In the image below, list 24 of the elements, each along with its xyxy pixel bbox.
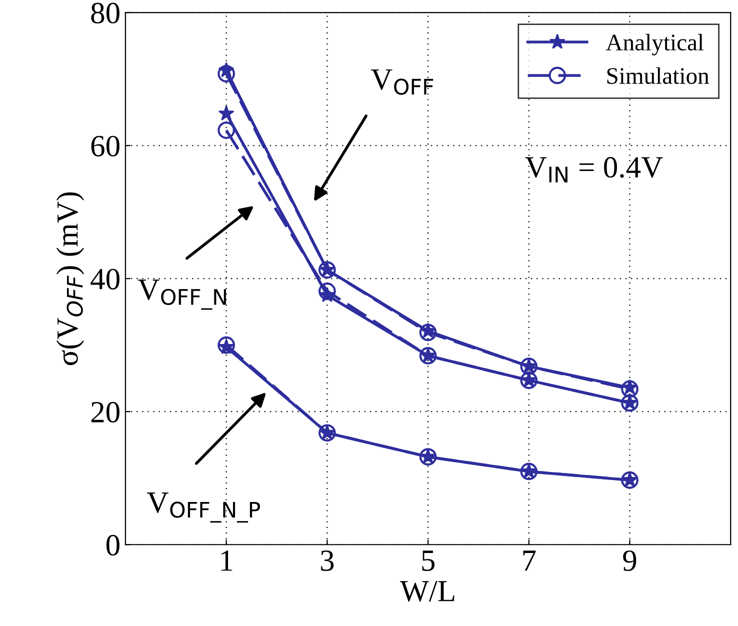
legend-label: Simulation <box>607 67 710 84</box>
point <box>621 380 638 398</box>
y-axis-title: σ(V$_{OFF}$) (mV) <box>56 192 84 366</box>
x-tick-label: 1 <box>221 550 232 571</box>
point <box>218 65 236 82</box>
annotation: V$_{OFF}$ <box>370 70 434 95</box>
point <box>218 105 234 120</box>
y-tick-label: 0 <box>106 534 120 556</box>
point <box>318 282 336 300</box>
legend-label: Analytical <box>606 34 704 56</box>
y-tick-label: 40 <box>90 268 120 290</box>
annotation: V$_{OFF_N_P}$ <box>146 492 260 523</box>
x-tick-label: 9 <box>623 550 636 571</box>
y-tick-label: 20 <box>91 402 120 422</box>
annotation: V$_{IN}$ = 0.4V <box>525 157 663 182</box>
x-tick-label: 3 <box>321 550 334 571</box>
x-tick-label: 5 <box>422 550 434 571</box>
x-tick-label: 7 <box>523 550 536 571</box>
y-tick-label: 80 <box>91 2 120 24</box>
x-axis-title: W/L <box>400 581 454 602</box>
annotation: V$_{OFF_N}$ <box>138 280 226 310</box>
point <box>218 122 236 139</box>
point <box>419 324 437 342</box>
y-tick-label: 60 <box>91 136 120 156</box>
